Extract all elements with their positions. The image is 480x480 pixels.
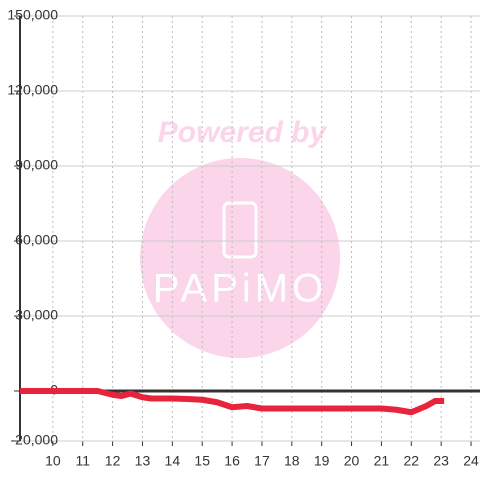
x-tick-label: 21 xyxy=(374,453,390,469)
y-tick-label: -20,000 xyxy=(11,432,59,448)
x-tick-label: 10 xyxy=(45,453,61,469)
x-tick-label: 11 xyxy=(75,453,90,469)
y-tick-label: 90,000 xyxy=(15,157,58,173)
x-tick-label: 18 xyxy=(284,453,300,469)
x-tick-label: 15 xyxy=(194,453,210,469)
x-tick-label: 22 xyxy=(404,453,420,469)
y-tick-label: 150,000 xyxy=(7,7,58,23)
x-tick-label: 23 xyxy=(433,453,449,469)
x-tick-label: 14 xyxy=(165,453,181,469)
x-tick-label: 16 xyxy=(224,453,240,469)
watermark-phone xyxy=(222,201,258,259)
x-tick-label: 19 xyxy=(314,453,330,469)
x-tick-label: 17 xyxy=(254,453,270,469)
y-tick-label: 30,000 xyxy=(15,307,58,323)
watermark-logo: PAPiMO xyxy=(153,267,327,311)
line xyxy=(20,388,445,416)
y-tick-label: 120,000 xyxy=(7,82,58,98)
x-tick-label: 24 xyxy=(463,453,479,469)
watermark-text: Powered by xyxy=(158,116,328,149)
x-tick-label: 13 xyxy=(135,453,151,469)
y-tick-label: 60,000 xyxy=(15,232,58,248)
x-tick-label: 20 xyxy=(344,453,360,469)
x-tick-label: 12 xyxy=(105,453,121,469)
